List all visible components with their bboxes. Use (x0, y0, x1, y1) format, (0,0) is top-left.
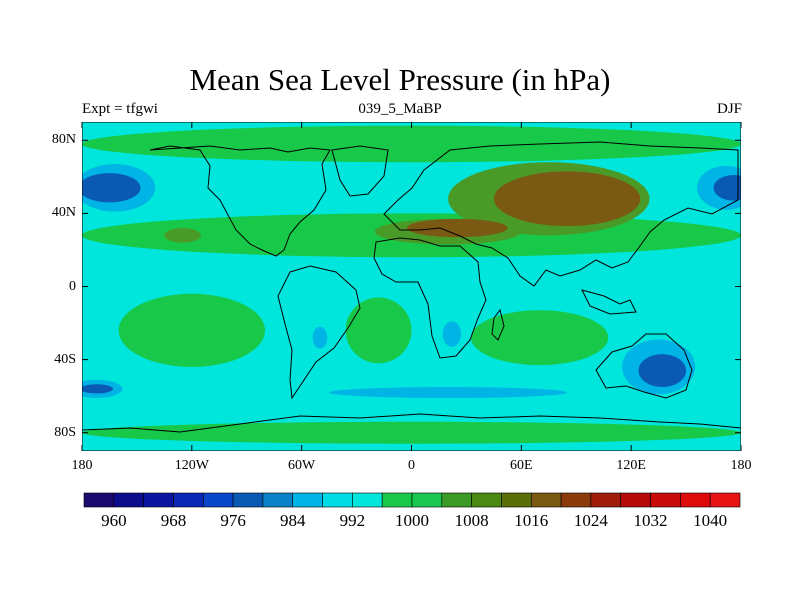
colorbar-label: 992 (339, 511, 366, 530)
region-north-atlantic-low (255, 162, 421, 207)
colorbar-box (650, 492, 681, 508)
pressure-regions (82, 125, 741, 444)
region-asian-high-core (493, 171, 641, 227)
axis-ticks (81, 122, 742, 451)
colorbar-label: 1000 (395, 511, 429, 530)
colorbar-label: 1024 (573, 511, 608, 530)
coastline-south-america (277, 265, 361, 400)
colorbar-box (381, 492, 413, 508)
lon-label: 120E (616, 458, 646, 473)
region-south-america-low (312, 326, 328, 349)
colorbar-label: 1032 (633, 511, 668, 530)
colorbar-box (501, 492, 532, 508)
map-field (82, 122, 741, 451)
colorbar-box (590, 492, 622, 508)
colorbar-label: 984 (279, 511, 306, 530)
lat-label: 40N (51, 205, 76, 221)
colorbar-box (441, 492, 472, 508)
colorbar-box (411, 492, 443, 508)
coastline-eurasia (383, 141, 739, 287)
colorbar-box (322, 492, 353, 508)
colorbar-box (232, 492, 264, 508)
lon-label: 60E (510, 458, 533, 473)
lon-label: 0 (408, 458, 415, 473)
colorbar-label: 960 (101, 511, 127, 530)
colorbar-box (292, 492, 323, 508)
colorbar-box (173, 492, 204, 508)
time-period-label: 039_5_MaBP (358, 101, 442, 117)
region-australia-low-core (638, 354, 687, 388)
lat-label: 0 (69, 278, 76, 294)
region-south-pacific-high (118, 293, 266, 367)
colorbar-box (202, 492, 234, 508)
lat-label: 80S (54, 424, 76, 440)
colorbar-box (560, 492, 592, 508)
region-south-indian-high (470, 310, 609, 366)
coastlines (82, 141, 741, 433)
lon-label: 120W (174, 458, 209, 473)
region-south-atlantic-high (345, 297, 412, 364)
colorbar-label: 976 (220, 511, 246, 530)
colorbar-label: 968 (160, 511, 187, 530)
coastline-greenland (331, 145, 389, 197)
colorbar-box (709, 492, 741, 508)
region-arctic-band (82, 125, 741, 163)
region-north-pacific-low-east-core (713, 175, 741, 201)
region-north-pacific-high-blob (164, 228, 201, 243)
region-mediterranean-high-core (406, 218, 508, 238)
colorbar-boxes (83, 492, 741, 508)
coastline-australia (595, 333, 693, 399)
colorbar-label: 1040 (693, 511, 728, 530)
coastline-indonesia (581, 289, 637, 315)
colorbar-box (113, 492, 144, 508)
colorbar-box (471, 492, 502, 508)
coastline-antarctica (82, 413, 741, 433)
colorbar-box (83, 492, 115, 508)
coastline-madagascar (491, 308, 505, 341)
colorbar-box (680, 492, 711, 508)
colorbar-label: 1016 (514, 511, 549, 530)
lat-label: 40S (54, 351, 76, 367)
lat-label: 80N (51, 132, 76, 148)
region-southern-ocean-low-west-core (82, 384, 114, 394)
plot-title: Mean Sea Level Pressure (in hPa) (189, 62, 611, 97)
colorbar-box (143, 492, 174, 508)
colorbar-box (620, 492, 651, 508)
region-southern-ocean-band (82, 421, 741, 444)
region-southern-ocean-low-band (329, 387, 568, 398)
experiment-label: Expt = tfgwi (82, 101, 158, 117)
season-label: DJF (716, 101, 742, 117)
lon-label: 60W (288, 458, 316, 473)
colorbar-box (352, 492, 383, 508)
colorbar-label: 1008 (454, 511, 489, 530)
region-north-pacific-low-core (82, 173, 141, 203)
coastline-africa (373, 237, 487, 359)
colorbar-box (262, 492, 294, 508)
lon-label: 180 (730, 458, 752, 473)
colorbar-box (530, 492, 562, 508)
region-south-africa-low (442, 321, 461, 347)
coastline-north-america (149, 145, 331, 257)
lon-label: 180 (71, 458, 93, 473)
